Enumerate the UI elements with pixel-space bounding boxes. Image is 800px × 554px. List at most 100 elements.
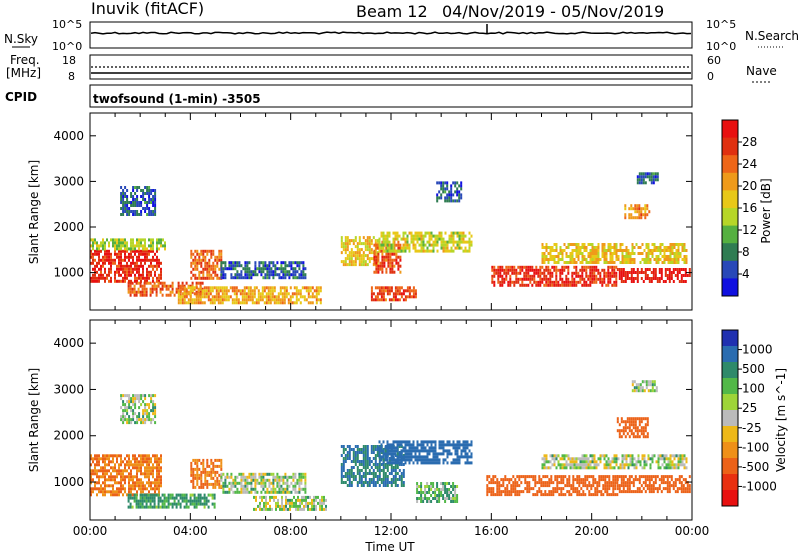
data-cell [202, 276, 205, 280]
data-cell [609, 277, 612, 281]
data-cell [120, 394, 123, 398]
data-cell [157, 284, 160, 288]
data-cell [430, 488, 433, 491]
data-cell [541, 463, 544, 467]
data-cell [100, 484, 102, 488]
data-cell [160, 244, 162, 248]
data-cell [104, 493, 106, 497]
data-cell [150, 241, 152, 245]
data-cell [204, 473, 207, 477]
data-cell [268, 264, 271, 268]
data-cell [375, 255, 378, 259]
data-cell [301, 501, 303, 505]
data-cell [539, 271, 542, 275]
data-cell [663, 246, 666, 249]
data-cell [502, 478, 505, 482]
data-cell [499, 265, 502, 269]
data-cell [206, 464, 209, 468]
data-cell [426, 455, 429, 459]
data-cell [618, 277, 621, 280]
data-cell [412, 292, 415, 296]
data-cell [194, 458, 197, 462]
data-cell [136, 195, 139, 198]
data-cell [373, 243, 376, 247]
data-cell [414, 243, 417, 247]
data-cell [152, 463, 154, 467]
data-cell [217, 292, 220, 296]
data-cell [177, 284, 180, 288]
data-cell [625, 261, 628, 264]
data-cell [611, 261, 614, 264]
data-cell [631, 261, 634, 264]
data-cell [388, 234, 391, 238]
data-cell [452, 488, 455, 491]
data-cell [246, 267, 249, 271]
data-cell [464, 440, 467, 444]
data-cell [470, 240, 473, 244]
data-cell [254, 487, 257, 491]
data-cell [414, 295, 417, 299]
data-cell [382, 292, 385, 296]
data-cell [317, 286, 320, 290]
data-cell [285, 498, 287, 502]
data-cell [211, 295, 214, 299]
data-cell [362, 260, 365, 264]
data-cell [204, 467, 207, 471]
data-cell [221, 292, 224, 296]
data-cell [440, 240, 443, 244]
data-cell [406, 455, 409, 459]
data-cell [152, 418, 155, 422]
data-cell [112, 454, 114, 458]
data-cell [454, 190, 457, 194]
data-cell [454, 461, 457, 465]
data-cell [282, 478, 285, 482]
data-cell [206, 461, 209, 465]
data-cell [96, 270, 98, 274]
data-cell [422, 497, 425, 500]
data-cell [291, 501, 293, 505]
data-cell [458, 196, 461, 200]
data-cell [285, 504, 287, 508]
data-cell [600, 490, 603, 494]
data-cell [120, 415, 123, 419]
data-cell [665, 258, 668, 261]
data-cell [378, 298, 381, 302]
data-cell [450, 237, 453, 241]
data-cell [145, 281, 148, 285]
data-cell [368, 257, 371, 261]
data-cell [543, 277, 546, 281]
data-cell [256, 273, 259, 277]
data-cell [122, 415, 125, 419]
data-cell [243, 301, 246, 305]
data-cell [416, 234, 419, 238]
data-cell [652, 271, 655, 274]
data-cell [607, 283, 610, 287]
data-cell [364, 260, 367, 264]
data-cell [362, 263, 365, 267]
data-cell [152, 201, 155, 204]
data-cell [589, 271, 592, 275]
data-cell [293, 504, 295, 508]
data-cell [190, 270, 193, 274]
data-cell [276, 267, 279, 271]
data-cell [462, 449, 465, 453]
data-cell [120, 397, 123, 401]
data-cell [452, 458, 455, 462]
data-cell [309, 495, 311, 499]
data-cell [597, 243, 600, 246]
data-cell [567, 268, 570, 272]
data-cell [386, 475, 389, 478]
data-cell [567, 271, 570, 275]
data-cell [553, 258, 556, 261]
data-cell [503, 268, 506, 272]
data-cell [122, 421, 125, 425]
data-cell [155, 493, 158, 497]
data-cell [269, 292, 272, 296]
data-cell [605, 255, 608, 258]
data-cell [181, 281, 184, 285]
data-cell [223, 292, 226, 296]
data-cell [144, 261, 146, 265]
data-cell [358, 251, 361, 255]
data-cell [210, 461, 213, 465]
